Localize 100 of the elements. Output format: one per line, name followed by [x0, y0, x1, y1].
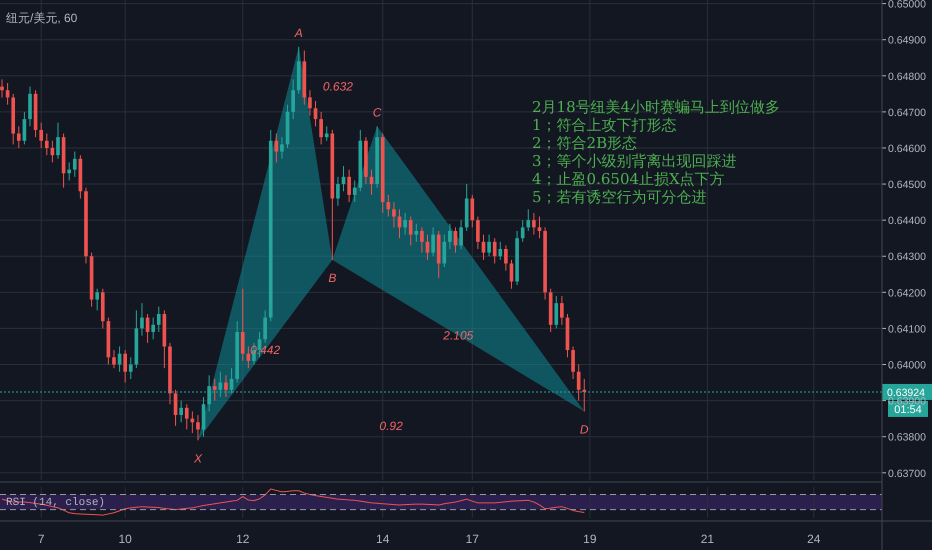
candlestick [476, 216, 480, 250]
annotation: 2；符合2B形态 [532, 134, 638, 152]
candlestick [22, 111, 26, 145]
text: 纽元/美元, 60 [6, 11, 78, 25]
candlestick [487, 234, 491, 257]
candlestick [392, 202, 396, 228]
candlestick [403, 212, 407, 236]
candlestick [571, 346, 575, 380]
candlestick [95, 288, 99, 311]
annotation: 4；止盈0.6504止损X点下方 [532, 170, 725, 188]
x-tick-label: 24 [807, 532, 821, 546]
y-tick-label: 0.63800 [888, 432, 926, 444]
y-tick-label: 0.64700 [888, 106, 926, 119]
candlestick [426, 234, 430, 260]
candlestick [196, 414, 200, 441]
candlestick [146, 313, 150, 344]
y-tick-label: 0.64900 [888, 34, 926, 47]
candlestick [184, 404, 189, 430]
x-tick-label: 19 [583, 532, 597, 546]
y-tick-label: 0.64100 [888, 323, 926, 336]
annotation: 2.105 [442, 328, 474, 343]
candlestick [123, 350, 127, 384]
candlestick [39, 122, 44, 148]
y-tick-label: 0.63700 [888, 468, 926, 480]
candlestick [532, 212, 536, 236]
candlestick [398, 208, 402, 239]
x-tick-label: 10 [118, 532, 132, 546]
x-tick-label: 7 [38, 532, 45, 546]
candlestick [386, 194, 390, 218]
candlestick [324, 126, 329, 142]
candlestick [448, 223, 452, 250]
annotation: A [294, 26, 303, 40]
candlestick [431, 226, 435, 257]
candlestick [72, 151, 77, 178]
candlestick [370, 169, 374, 196]
candlestick [520, 220, 524, 242]
x-tick-label: 21 [700, 532, 714, 546]
candlestick [498, 241, 502, 260]
x-tick-label: 14 [376, 532, 390, 546]
annotation: 1；符合上攻下打形态 [532, 116, 677, 134]
candlestick [240, 288, 245, 362]
y-tick-label: 0.64600 [888, 142, 926, 155]
candlestick [263, 310, 267, 344]
annotation: 5；若有诱空行为可分仓进 [532, 188, 707, 206]
candlestick [442, 234, 446, 268]
annotation: B [328, 270, 336, 285]
candlestick [538, 216, 542, 239]
annotation: 2月18号纽美4小时赛蝙马上到位做多 [532, 98, 780, 116]
candlestick [342, 166, 346, 192]
candlestick [274, 133, 278, 163]
candlestick [576, 364, 580, 402]
candlestick [179, 400, 183, 423]
annotation: C [372, 105, 382, 120]
candlestick [280, 136, 284, 160]
y-tick-label: 0.64300 [888, 251, 926, 264]
candlestick [408, 216, 413, 246]
annotation: D [580, 422, 589, 436]
candlestick [347, 169, 351, 203]
candlestick [336, 176, 340, 206]
candlestick [224, 374, 228, 398]
x-tick-label: 12 [236, 532, 250, 546]
candlestick [459, 220, 463, 250]
candlestick [308, 90, 312, 116]
candlestick [140, 302, 144, 336]
candlestick [16, 126, 21, 148]
y-tick-label: 0.64500 [888, 179, 926, 192]
annotation: 3；等个小级别背离出现回踩进 [532, 152, 737, 170]
annotation: X [192, 451, 203, 466]
candlestick [492, 238, 497, 264]
candlestick [50, 140, 54, 163]
candlestick [156, 306, 161, 333]
annotation: 0.632 [322, 80, 354, 94]
candlestick [56, 122, 60, 160]
candlestick [44, 133, 49, 156]
candlestick [0, 78, 4, 98]
candlestick [6, 82, 10, 106]
candlestick [504, 244, 508, 272]
candlestick [112, 350, 116, 369]
x-tick-label: 17 [466, 532, 480, 546]
candlestick [291, 78, 295, 120]
candlestick [319, 111, 323, 145]
candlestick [414, 223, 418, 242]
candlestick [526, 208, 530, 232]
y-tick-label: 0.64000 [888, 360, 926, 372]
candlestick [67, 162, 72, 181]
candlestick [352, 180, 357, 203]
candlestick [560, 295, 564, 326]
y-tick-label: 0.65000 [888, 0, 926, 11]
candlestick [174, 389, 178, 426]
candlestick [314, 100, 318, 127]
candlestick [246, 346, 250, 369]
candlestick [454, 226, 458, 254]
candlestick [212, 378, 217, 402]
candlestick [190, 410, 194, 434]
annotation: 0.92 [379, 418, 404, 433]
candlestick [151, 317, 155, 340]
candlestick [420, 226, 424, 254]
candlestick [554, 295, 558, 329]
candlestick [470, 194, 474, 228]
y-tick-label: 0.64800 [888, 70, 926, 83]
